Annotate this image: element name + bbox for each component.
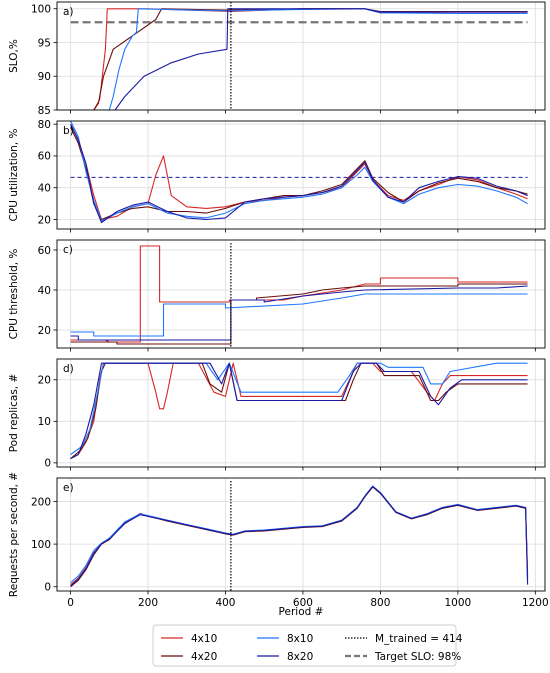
panel-e: 0 100 200 0 200 400 600 800 1000 1200 e) Requests p… xyxy=(8,472,549,609)
axes-frame xyxy=(56,120,546,230)
plot-area xyxy=(70,243,528,348)
y-tick-label: 0 xyxy=(44,458,51,470)
y-tick-label: 60 xyxy=(38,245,51,257)
legend: 4x10 4x20 8x10 8x20 M_trained = 414 Target SL… xyxy=(152,624,463,667)
x-tick-label: 1200 xyxy=(522,597,549,609)
panel-label: c) xyxy=(63,244,73,256)
axes-frame xyxy=(56,358,546,468)
x-tick-label: 1000 xyxy=(444,597,471,609)
series-line-8x20 xyxy=(70,285,528,341)
series-line-8x20 xyxy=(70,362,528,460)
x-tick-label: 400 xyxy=(215,597,235,609)
plot-area xyxy=(70,2,528,110)
series-line-4x20 xyxy=(70,486,529,588)
plot-area xyxy=(70,362,528,460)
panel-label: a) xyxy=(63,6,74,18)
y-tick-label: 100 xyxy=(31,4,51,16)
axes-frame xyxy=(56,239,546,349)
series-line-8x10 xyxy=(70,293,528,337)
series-line-4x20 xyxy=(70,283,528,345)
panel-label: b) xyxy=(63,125,74,137)
series-line-4x10 xyxy=(70,123,528,221)
legend-label: 8x20 xyxy=(287,651,313,663)
legend-label: 4x20 xyxy=(191,651,217,663)
series-line-8x20 xyxy=(70,485,529,587)
panel-a: 85 90 95 100 a) SLO,% xyxy=(8,1,546,117)
axes-frame xyxy=(56,477,546,592)
y-axis-label: Pod replicas, # xyxy=(8,374,20,453)
series-line-8x20 xyxy=(70,123,528,224)
y-tick-label: 95 xyxy=(38,37,51,49)
y-tick-label: 90 xyxy=(38,71,51,83)
y-tick-label: 20 xyxy=(38,214,51,226)
y-tick-label: 10 xyxy=(38,416,51,428)
series-line-8x20 xyxy=(70,8,528,110)
y-tick-label: 200 xyxy=(31,496,51,508)
panel-b: 20 40 60 80 b) CPU utilization, % xyxy=(8,119,546,233)
y-axis-label: SLO,% xyxy=(8,39,20,73)
panel-label: e) xyxy=(63,482,74,494)
y-tick-label: 85 xyxy=(38,105,51,117)
x-tick-label: 800 xyxy=(370,597,390,609)
series-line-8x10 xyxy=(70,8,528,110)
x-tick-label: 0 xyxy=(67,597,74,609)
panel-d: 0 10 20 d) Pod replicas, # xyxy=(8,358,546,471)
series-line-4x10 xyxy=(70,8,528,110)
y-axis-label: CPU utilization, % xyxy=(8,129,20,222)
x-tick-label: 600 xyxy=(293,597,313,609)
series-line-8x10 xyxy=(70,485,529,583)
panel-label: d) xyxy=(63,363,74,375)
series-line-8x10 xyxy=(70,121,528,222)
legend-frame xyxy=(152,624,457,667)
x-axis-label: Period # xyxy=(279,606,324,618)
y-axis-label: CPU threshold, % xyxy=(8,249,20,340)
y-tick-label: 20 xyxy=(38,375,51,387)
x-tick-label: 200 xyxy=(138,597,158,609)
legend-label: 8x10 xyxy=(287,633,313,645)
series-line-8x10 xyxy=(70,362,528,455)
y-tick-label: 20 xyxy=(38,325,51,337)
y-tick-label: 80 xyxy=(38,119,51,131)
plot-area xyxy=(70,121,528,224)
legend-label: 4x10 xyxy=(191,633,217,645)
plot-area xyxy=(70,481,529,591)
y-tick-label: 60 xyxy=(38,151,51,163)
y-tick-label: 100 xyxy=(31,539,51,551)
y-tick-label: 0 xyxy=(44,582,51,594)
y-tick-label: 40 xyxy=(38,285,51,297)
panel-c: 20 40 60 c) CPU threshold, % xyxy=(8,239,546,352)
y-axis-label: Requests per second, # xyxy=(8,472,20,597)
series-line-4x20 xyxy=(70,362,528,460)
y-tick-label: 40 xyxy=(38,183,51,195)
legend-label: M_trained = 414 xyxy=(375,633,463,645)
legend-label: Target SLO: 98% xyxy=(374,651,461,663)
series-line-4x20 xyxy=(70,8,528,110)
series-line-4x10 xyxy=(70,362,528,460)
axes-frame xyxy=(56,1,546,111)
